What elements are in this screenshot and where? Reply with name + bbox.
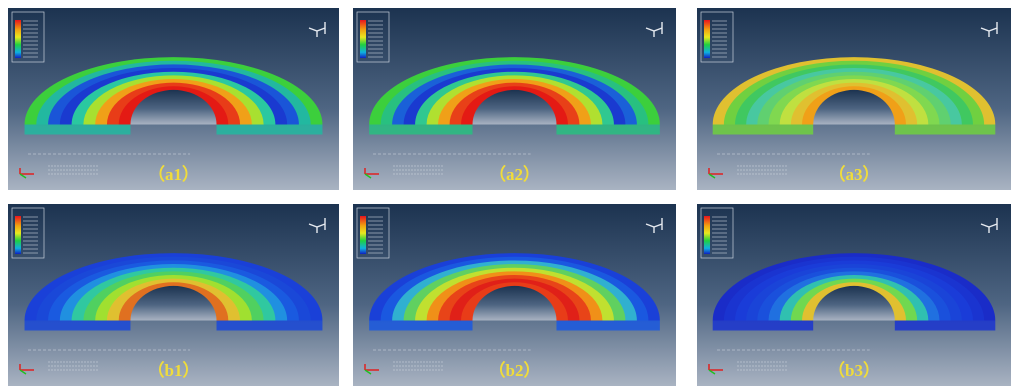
legend-colorbar xyxy=(704,216,710,254)
panel-label: （a2） xyxy=(489,164,540,184)
legend-colorbar xyxy=(704,20,710,58)
figure: （a1） （a2） （a3） （b1） （b2） （b3） xyxy=(0,0,1014,388)
panel: （b2） xyxy=(353,204,676,386)
legend-colorbar xyxy=(360,20,366,58)
panel: （b3） xyxy=(697,204,1011,386)
panel: （a1） xyxy=(8,8,339,190)
legend-colorbar xyxy=(15,216,21,254)
legend-colorbar xyxy=(15,20,21,58)
panel: （b1） xyxy=(8,204,339,386)
panel-label: （a3） xyxy=(829,164,880,184)
panel: （a3） xyxy=(697,8,1011,190)
panel-label: （b3） xyxy=(828,360,880,380)
panel-label: （a1） xyxy=(148,164,199,184)
legend-colorbar xyxy=(360,216,366,254)
panel-label: （b2） xyxy=(489,360,541,380)
panel: （a2） xyxy=(353,8,676,190)
panel-label: （b1） xyxy=(148,360,200,380)
